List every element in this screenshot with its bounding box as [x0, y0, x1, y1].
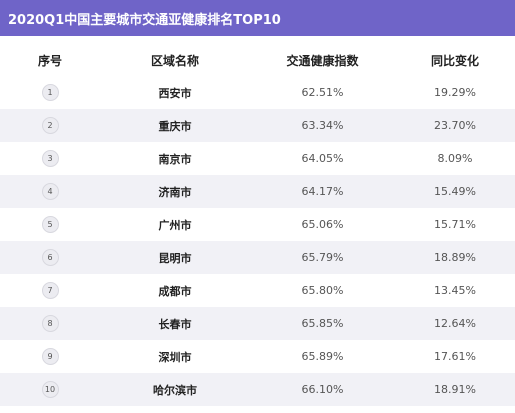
rank-badge: 4: [41, 183, 59, 200]
table-row: 5 广州市 65.06% 15.71%: [0, 208, 515, 241]
region-name: 成都市: [158, 284, 192, 298]
health-index: 66.10%: [301, 383, 344, 396]
header-yoy: 同比变化: [430, 53, 479, 68]
ranking-table: 序号 区域名称 交通健康指数 同比变化 1 西安市 62.51% 19.29% …: [0, 44, 515, 406]
health-index: 62.51%: [301, 86, 344, 99]
rank-badge: 10: [41, 381, 59, 398]
table-row: 6 昆明市 65.79% 18.89%: [0, 241, 515, 274]
region-name: 长春市: [158, 317, 192, 331]
yoy-change: 15.49%: [434, 185, 476, 198]
table-row: 2 重庆市 63.34% 23.70%: [0, 109, 515, 142]
yoy-change: 12.64%: [434, 317, 476, 330]
health-index: 65.06%: [301, 218, 344, 231]
region-name: 重庆市: [158, 119, 192, 133]
table-header: 序号 区域名称 交通健康指数 同比变化: [0, 44, 515, 76]
region-name: 广州市: [158, 218, 192, 232]
region-name: 西安市: [158, 86, 192, 100]
region-name: 深圳市: [158, 350, 192, 364]
rank-badge: 3: [41, 150, 59, 167]
rank-badge: 7: [41, 282, 59, 299]
table-row: 7 成都市 65.80% 13.45%: [0, 274, 515, 307]
health-index: 65.79%: [301, 251, 344, 264]
region-name: 哈尔滨市: [153, 383, 197, 397]
header-region: 区域名称: [150, 53, 199, 68]
health-index: 63.34%: [301, 119, 344, 132]
table-row: 1 西安市 62.51% 19.29%: [0, 76, 515, 109]
yoy-change: 17.61%: [434, 350, 476, 363]
header-rank: 序号: [37, 53, 62, 68]
region-name: 南京市: [158, 152, 192, 166]
health-index: 65.89%: [301, 350, 344, 363]
rank-badge: 5: [41, 216, 59, 233]
rank-badge: 6: [41, 249, 59, 266]
panel-title: 2020Q1中国主要城市交通亚健康排名TOP10: [8, 12, 281, 28]
rank-badge: 1: [41, 84, 59, 101]
yoy-change: 13.45%: [434, 284, 476, 297]
health-index: 64.05%: [301, 152, 344, 165]
table-row: 4 济南市 64.17% 15.49%: [0, 175, 515, 208]
rank-badge: 9: [41, 348, 59, 365]
yoy-change: 19.29%: [434, 86, 476, 99]
health-index: 65.80%: [301, 284, 344, 297]
rank-badge: 2: [41, 117, 59, 134]
header-index: 交通健康指数: [286, 53, 359, 68]
yoy-change: 8.09%: [437, 152, 473, 165]
yoy-change: 23.70%: [434, 119, 476, 132]
rank-badge: 8: [41, 315, 59, 332]
table-row: 3 南京市 64.05% 8.09%: [0, 142, 515, 175]
table-row: 9 深圳市 65.89% 17.61%: [0, 340, 515, 373]
region-name: 济南市: [158, 185, 192, 199]
yoy-change: 18.91%: [434, 383, 476, 396]
health-index: 65.85%: [301, 317, 344, 330]
yoy-change: 18.89%: [434, 251, 476, 264]
yoy-change: 15.71%: [434, 218, 476, 231]
table-row: 8 长春市 65.85% 12.64%: [0, 307, 515, 340]
title-bar: 2020Q1中国主要城市交通亚健康排名TOP10: [0, 0, 515, 36]
region-name: 昆明市: [158, 251, 192, 265]
table-row: 10 哈尔滨市 66.10% 18.91%: [0, 373, 515, 406]
health-index: 64.17%: [301, 185, 344, 198]
